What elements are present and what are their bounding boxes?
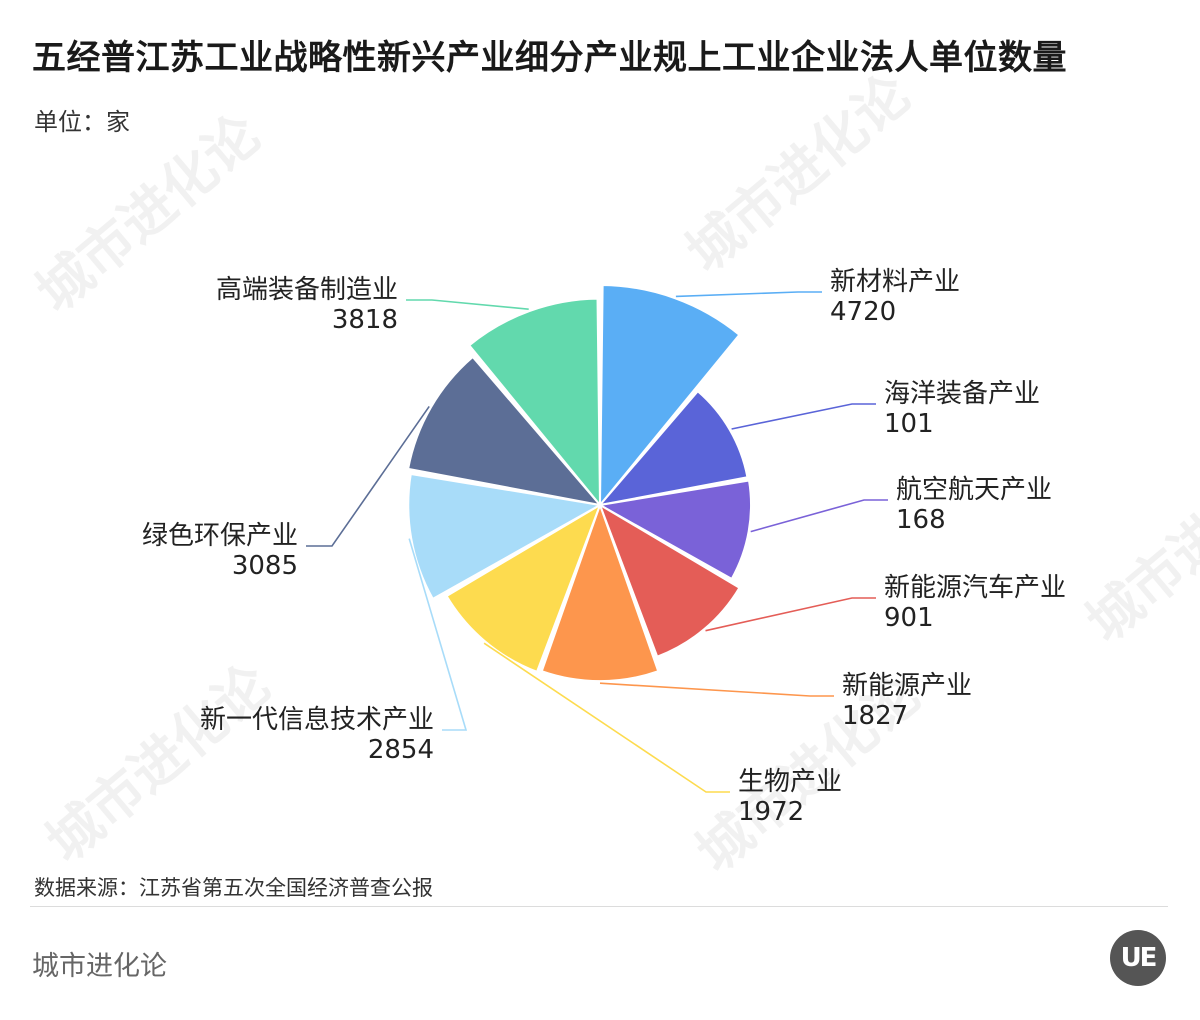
slice-value-label: 3818 bbox=[332, 305, 398, 335]
leader-line bbox=[306, 405, 430, 547]
slice-label: 新能源产业 bbox=[842, 671, 972, 701]
slice-label: 海洋装备产业 bbox=[884, 379, 1040, 409]
unit-label: 单位：家 bbox=[34, 108, 130, 136]
data-source: 数据来源：江苏省第五次全国经济普查公报 bbox=[34, 876, 433, 900]
slice-value-label: 101 bbox=[884, 409, 934, 439]
leader-line bbox=[599, 682, 834, 697]
leader-line bbox=[750, 499, 888, 533]
leader-line bbox=[731, 403, 876, 430]
pie-slice[interactable] bbox=[599, 284, 741, 506]
leader-line bbox=[406, 299, 529, 310]
slice-value-label: 1972 bbox=[738, 797, 804, 827]
pie-slice[interactable] bbox=[599, 390, 749, 506]
pie-slice[interactable] bbox=[468, 297, 601, 506]
leader-line bbox=[483, 642, 730, 793]
slice-value-label: 901 bbox=[884, 603, 934, 633]
slice-value-label: 2854 bbox=[368, 735, 434, 765]
chart-title: 五经普江苏工业战略性新兴产业细分产业规上工业企业法人单位数量 bbox=[32, 38, 1067, 78]
slice-value-label: 4720 bbox=[830, 297, 896, 327]
leader-line bbox=[675, 291, 822, 298]
pie-slice[interactable] bbox=[407, 472, 601, 600]
slice-value-label: 3085 bbox=[232, 551, 298, 581]
brand-logo: UE bbox=[1110, 930, 1166, 986]
pie-slice[interactable] bbox=[407, 355, 601, 506]
pie-slice[interactable] bbox=[599, 504, 741, 658]
slice-label: 高端装备制造业 bbox=[216, 275, 398, 305]
footer-divider bbox=[30, 906, 1168, 907]
leader-line bbox=[408, 538, 468, 731]
slice-label: 新能源汽车产业 bbox=[884, 573, 1066, 603]
slice-label: 绿色环保产业 bbox=[142, 521, 298, 551]
pie-slice[interactable] bbox=[599, 479, 752, 580]
slice-label: 新材料产业 bbox=[830, 267, 960, 297]
slice-label: 生物产业 bbox=[738, 767, 842, 797]
slice-label: 新一代信息技术产业 bbox=[200, 705, 434, 735]
pie-slice[interactable] bbox=[540, 504, 660, 683]
brand-name: 城市进化论 bbox=[32, 951, 167, 982]
leader-line bbox=[705, 597, 876, 632]
logo-text: UE bbox=[1120, 943, 1158, 973]
slice-label: 航空航天产业 bbox=[896, 475, 1052, 505]
slice-value-label: 168 bbox=[896, 505, 946, 535]
pie-slice[interactable] bbox=[445, 504, 601, 673]
slice-value-label: 1827 bbox=[842, 701, 908, 731]
